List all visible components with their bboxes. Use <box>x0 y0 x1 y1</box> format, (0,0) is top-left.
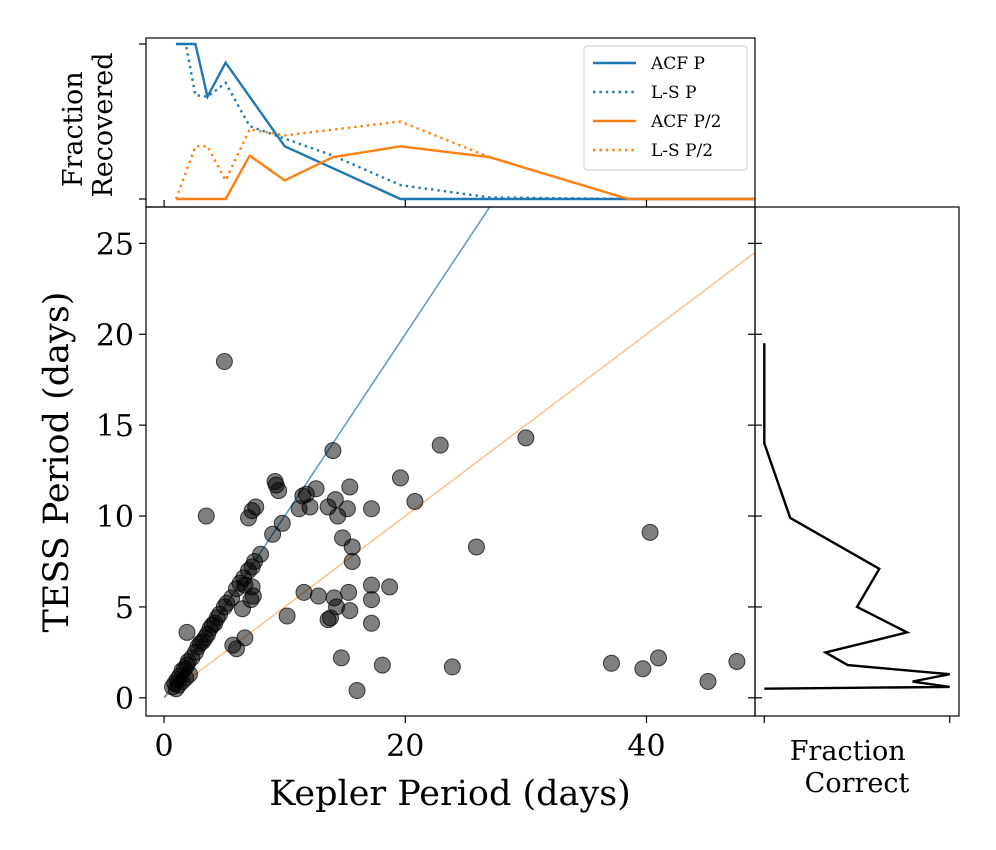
scatter-point <box>381 578 399 596</box>
x-tick-label: 20 <box>386 729 424 764</box>
scatter-point <box>264 525 282 543</box>
scatter-point <box>273 514 291 532</box>
scatter-point <box>343 552 361 570</box>
right-xlabel-line-2: Correct <box>805 768 910 799</box>
scatter-point <box>197 507 215 525</box>
scatter-point <box>215 353 233 371</box>
scatter-point <box>467 538 485 556</box>
top-series-lines <box>174 42 755 201</box>
scatter-point <box>443 658 461 676</box>
top-ylabel: Fraction Recovered <box>58 52 119 197</box>
scatter-point <box>373 656 391 674</box>
scatter-point <box>270 482 288 500</box>
right-xlabel: Fraction Correct <box>790 736 915 799</box>
scatter-point <box>602 654 620 672</box>
scatter-point <box>252 545 270 563</box>
scatter-point <box>634 660 652 678</box>
right-panel: Fraction Correct <box>754 206 960 799</box>
legend-label: ACF P/2 <box>650 112 721 132</box>
x-tick-label: 40 <box>627 729 665 764</box>
scatter-point <box>391 469 409 487</box>
scatter-point <box>338 500 356 518</box>
scatter-point <box>326 491 344 509</box>
fraction-correct-line <box>763 343 950 690</box>
scatter-point <box>406 492 424 510</box>
scatter-point <box>309 587 327 605</box>
scatter-point <box>236 629 254 647</box>
legend-label: L-S P <box>651 83 697 103</box>
scatter-point <box>728 652 746 670</box>
top-line-l-s-p-2 <box>174 120 491 200</box>
scatter-point <box>343 538 361 556</box>
top-ylabel-line-1: Fraction <box>58 71 89 187</box>
reference-line-one-to-one <box>163 207 491 699</box>
scatter-point <box>278 607 296 625</box>
y-tick-label: 15 <box>96 409 134 444</box>
scatter-point <box>517 429 535 447</box>
legend-label: L-S P/2 <box>651 141 713 161</box>
top-line-acf-p <box>176 42 755 201</box>
scatter-point <box>236 576 254 594</box>
scatter-point <box>341 478 359 496</box>
scatter-point <box>341 602 359 620</box>
legend-frame <box>583 45 748 171</box>
scatter-point <box>363 591 381 609</box>
x-tick-label: 0 <box>155 729 174 764</box>
scatter-point <box>180 665 198 683</box>
scatter-point <box>699 672 717 690</box>
x-axis-label: Kepler Period (days) <box>269 774 631 814</box>
reference-line-half <box>163 251 755 699</box>
y-tick-label: 25 <box>96 227 134 262</box>
y-tick-label: 0 <box>115 682 134 717</box>
scatter-point <box>431 436 449 454</box>
right-series-line <box>763 343 950 690</box>
scatter-point <box>340 583 358 601</box>
y-tick-label: 5 <box>115 591 134 626</box>
legend-label: ACF P <box>650 54 705 74</box>
scatter-point <box>178 623 196 641</box>
right-ticks <box>755 242 951 723</box>
y-tick-label: 10 <box>96 500 134 535</box>
legend-items: ACF P L-S P ACF P/2 L-S P/2 <box>593 54 721 161</box>
scatter-point <box>332 649 350 667</box>
scatter-point <box>307 480 325 498</box>
right-panel-frame <box>754 206 960 717</box>
top-ylabel-line-2: Recovered <box>88 52 119 197</box>
top-line-acf-p-2 <box>176 145 755 201</box>
y-axis-label: TESS Period (days) <box>37 292 77 633</box>
scatter-points <box>164 353 746 700</box>
top-panel: Fraction Recovered ACF P L-S P ACF P/2 L-S … <box>58 37 756 208</box>
scatter-point <box>301 498 319 516</box>
scatter-point <box>324 442 342 460</box>
legend: ACF P L-S P ACF P/2 L-S P/2 <box>583 45 748 171</box>
main-ticks: 0 20 40 0 5 10 15 20 25 <box>96 227 755 764</box>
reference-lines <box>163 207 755 699</box>
scatter-point <box>363 576 381 594</box>
scatter-point <box>363 500 381 518</box>
top-ticks <box>139 43 648 207</box>
scatter-point <box>295 583 313 601</box>
scatter-point <box>363 614 381 632</box>
main-panel: 0 20 40 0 5 10 15 20 25 Kepler Period (days) TES… <box>37 206 756 814</box>
y-tick-label: 20 <box>96 318 134 353</box>
scatter-point <box>650 649 668 667</box>
scatter-point <box>348 682 366 700</box>
right-xlabel-line-1: Fraction <box>790 736 906 767</box>
scatter-point <box>247 498 265 516</box>
scatter-point <box>641 523 659 541</box>
